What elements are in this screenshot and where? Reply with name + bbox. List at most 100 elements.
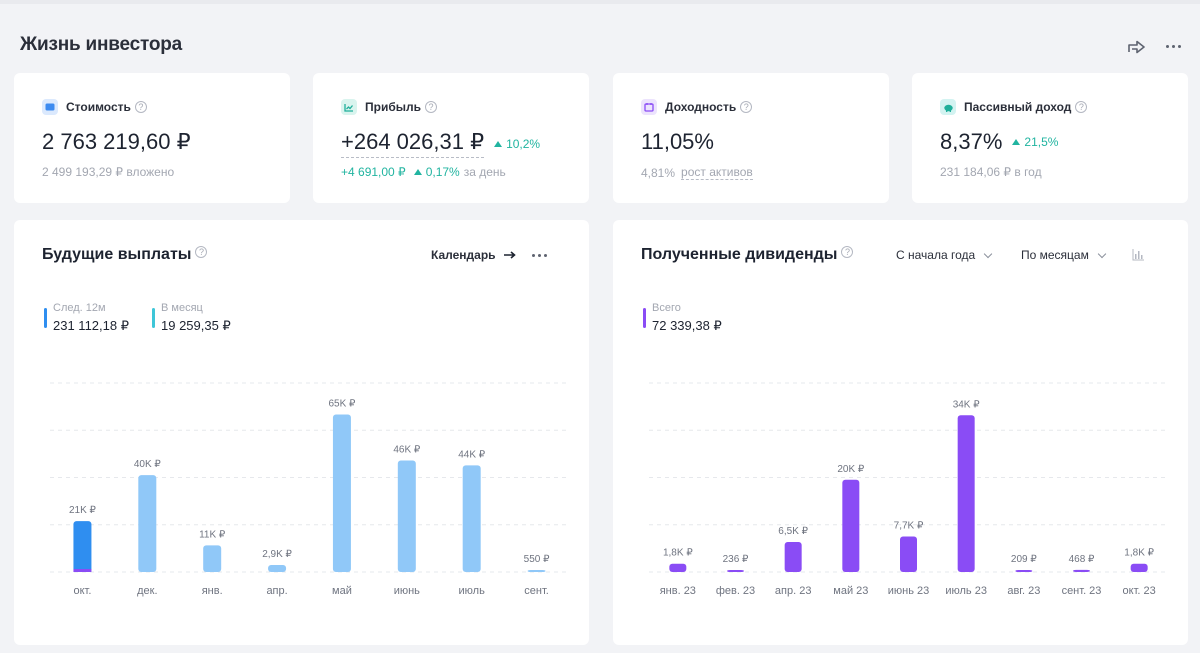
bar-value-label: 34K ₽: [953, 399, 981, 410]
bar-value-label: 1,8K ₽: [663, 548, 693, 559]
legend-marker: [44, 308, 47, 328]
bar-value-label: 40K ₽: [134, 459, 162, 470]
bar-value-label: 209 ₽: [1011, 554, 1037, 565]
help-icon[interactable]: ?: [134, 101, 147, 113]
stat-card-yield: Доходность ? 11,05% 4,81% рост активов: [613, 73, 889, 203]
x-tick-label: июнь 23: [888, 585, 930, 597]
x-tick-label: сент.: [524, 585, 549, 597]
help-icon[interactable]: ?: [1075, 101, 1088, 113]
page-title: Жизнь инвестора: [20, 34, 183, 55]
wallet-icon: [42, 99, 58, 115]
panel-title: Будущие выплаты ?: [42, 246, 208, 264]
arrow-up-icon: [494, 140, 503, 147]
stat-value: 8,37% 21,5%: [940, 129, 1059, 154]
stat-label: Прибыль ?: [341, 99, 437, 115]
stat-sub: 231 184,06 ₽ в год: [940, 165, 1042, 179]
bar[interactable]: [1130, 563, 1148, 572]
delta-badge: 21,5%: [1012, 135, 1058, 149]
stat-sub: 4,81% рост активов: [641, 165, 753, 180]
bar-chart-icon[interactable]: [1132, 249, 1144, 261]
stat-label: Стоимость ?: [42, 99, 147, 115]
x-tick-label: авг. 23: [1007, 585, 1040, 597]
legend-total: Всего 72 339,38 ₽: [643, 302, 722, 334]
stat-sub: +4 691,00 ₽ 0,17% за день: [341, 165, 506, 179]
bar[interactable]: [332, 414, 351, 573]
chart-line-icon: [341, 99, 357, 115]
legend-per-month: В месяц 19 259,35 ₽: [152, 302, 231, 334]
x-tick-label: фев. 23: [716, 585, 755, 597]
bar[interactable]: [957, 415, 975, 572]
bar[interactable]: [842, 479, 860, 572]
x-tick-label: июль 23: [945, 585, 987, 597]
bar-value-label: 11K ₽: [199, 529, 226, 540]
bar[interactable]: [527, 570, 546, 572]
bar[interactable]: [784, 542, 802, 572]
bar[interactable]: [203, 545, 222, 572]
stat-card-profit: Прибыль ? +264 026,31 ₽ 10,2% +4 691,00 …: [313, 73, 589, 203]
x-tick-label: июль: [459, 585, 486, 597]
arrow-up-icon: [413, 169, 422, 175]
stat-label: Доходность ?: [641, 99, 753, 115]
bar[interactable]: [727, 570, 744, 572]
bar-segment: [73, 569, 92, 572]
x-tick-label: апр.: [266, 585, 287, 597]
piggy-bank-icon: [940, 99, 956, 115]
x-tick-label: май: [332, 585, 352, 597]
bar[interactable]: [1015, 570, 1033, 572]
bar-value-label: 1,8K ₽: [1124, 548, 1154, 559]
stat-label: Пассивный доход ?: [940, 99, 1088, 115]
x-tick-label: май 23: [833, 585, 868, 597]
delta-badge: 10,2%: [494, 137, 540, 151]
stat-card-value: Стоимость ? 2 763 219,60 ₽ 2 499 193,29 …: [14, 73, 290, 203]
legend-marker: [643, 308, 646, 328]
bar[interactable]: [397, 460, 416, 572]
more-icon[interactable]: [1166, 45, 1181, 48]
bar-value-label: 21K ₽: [69, 505, 97, 516]
bar-value-label: 7,7K ₽: [894, 521, 924, 532]
bar[interactable]: [1073, 569, 1090, 572]
panel-title: Полученные дивиденды ?: [641, 246, 854, 264]
stat-value: 11,05%: [641, 129, 714, 154]
x-tick-label: апр. 23: [775, 585, 812, 597]
calendar-link[interactable]: Календарь: [431, 248, 516, 262]
bar-value-label: 236 ₽: [723, 554, 749, 565]
bar-value-label: 2,9K ₽: [262, 549, 292, 560]
x-tick-label: янв. 23: [660, 585, 696, 597]
x-tick-label: окт.: [73, 585, 91, 597]
share-icon[interactable]: [1127, 36, 1147, 56]
asset-growth-link[interactable]: рост активов: [681, 165, 753, 180]
stat-card-passive-income: Пассивный доход ? 8,37% 21,5% 231 184,06…: [912, 73, 1188, 203]
bar-value-label: 468 ₽: [1069, 554, 1095, 565]
bar-value-label: 46K ₽: [393, 445, 421, 456]
bar[interactable]: [268, 564, 287, 572]
legend-marker: [152, 308, 155, 328]
future-payments-chart: 21K ₽ окт. 40K ₽ дек. 11K ₽ янв. 2,9K ₽ апр. 65K…: [50, 382, 569, 597]
x-tick-label: июнь: [394, 585, 420, 597]
stat-value: 2 763 219,60 ₽: [42, 129, 191, 154]
group-select[interactable]: По месяцам: [1021, 248, 1107, 262]
stat-sub: 2 499 193,29 ₽ вложено: [42, 165, 175, 179]
dividends-panel: Полученные дивиденды ? С начала года По …: [613, 220, 1188, 645]
bar[interactable]: [73, 521, 92, 572]
bar[interactable]: [462, 465, 481, 572]
period-select[interactable]: С начала года: [896, 248, 993, 262]
calendar-icon: [641, 99, 657, 115]
help-icon[interactable]: ?: [425, 101, 437, 113]
bar-value-label: 6,5K ₽: [778, 526, 808, 537]
help-icon[interactable]: ?: [841, 246, 854, 258]
x-tick-label: сент. 23: [1062, 585, 1102, 597]
bar[interactable]: [900, 536, 917, 572]
more-icon[interactable]: [532, 254, 547, 257]
x-tick-label: окт. 23: [1123, 585, 1156, 597]
bar[interactable]: [669, 563, 687, 572]
help-icon[interactable]: ?: [195, 246, 208, 258]
bar[interactable]: [138, 475, 157, 572]
x-tick-label: янв.: [202, 585, 223, 597]
arrow-up-icon: [1012, 139, 1021, 145]
help-icon[interactable]: ?: [740, 101, 753, 113]
profit-value[interactable]: +264 026,31 ₽: [341, 129, 485, 158]
bar-value-label: 550 ₽: [524, 554, 550, 565]
top-strip: [0, 0, 1200, 4]
stat-value: +264 026,31 ₽ 10,2%: [341, 129, 540, 158]
future-payments-panel: Будущие выплаты ? Календарь След. 12м 23…: [14, 220, 589, 645]
